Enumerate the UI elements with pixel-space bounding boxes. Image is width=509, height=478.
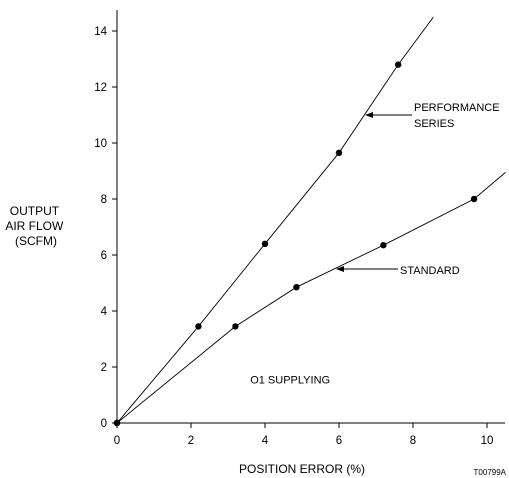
data-point — [470, 195, 478, 203]
y-axis-title-line-1: OUTPUT — [10, 204, 60, 218]
y-tick-label: 8 — [101, 194, 107, 206]
callout-arrow-head — [336, 266, 344, 272]
plot-area: 0 2 4 6 8 10 0 2 4 6 8 10 12 14 PERFORMANCE SERIES STA… — [94, 10, 506, 447]
x-axis-title: POSITION ERROR (%) — [239, 462, 365, 476]
data-point — [395, 61, 402, 68]
data-point — [335, 149, 343, 156]
figure-id: T00799A — [474, 468, 507, 477]
y-axis-title: OUTPUT AIR FLOW (SCFM) — [5, 204, 66, 248]
y-axis-title-line-2: AIR FLOW — [5, 219, 64, 233]
x-tick-label: 8 — [410, 435, 416, 447]
data-point — [261, 240, 269, 247]
y-axis-title-line-3: (SCFM) — [15, 234, 57, 248]
series-line-performance-series — [116, 16, 434, 424]
callout-arrow-head — [365, 112, 373, 118]
data-point — [380, 242, 387, 249]
x-tick-label: 10 — [481, 435, 494, 447]
x-tick-label: 4 — [262, 435, 269, 447]
data-point — [195, 323, 202, 330]
series-label-line: SERIES — [414, 118, 454, 130]
series-line-standard — [116, 172, 506, 424]
x-ticks: 0 2 4 6 8 10 — [114, 423, 494, 447]
x-tick-label: 6 — [336, 435, 342, 447]
y-tick-label: 6 — [101, 250, 107, 262]
data-point — [293, 284, 300, 291]
series-label-performance-series: PERFORMANCE SERIES — [414, 102, 500, 130]
y-tick-label: 4 — [101, 306, 108, 318]
x-tick-label: 2 — [188, 435, 194, 447]
data-point — [232, 323, 239, 330]
y-tick-label: 2 — [101, 362, 107, 374]
annotation-supplying: O1 SUPPLYING — [250, 375, 330, 387]
y-tick-label: 14 — [94, 26, 107, 38]
y-tick-label: 12 — [94, 82, 107, 94]
series-label-line: STANDARD — [400, 265, 460, 277]
y-tick-label: 10 — [94, 138, 107, 150]
y-tick-label: 0 — [101, 418, 107, 430]
x-tick-label: 0 — [114, 435, 120, 447]
y-ticks: 0 2 4 6 8 10 12 14 — [94, 26, 117, 430]
series-labels: PERFORMANCE SERIES STANDARD — [336, 102, 500, 277]
series-label-standard: STANDARD — [400, 265, 460, 277]
data-point — [113, 419, 121, 427]
series-layer — [113, 16, 506, 427]
series-label-line: PERFORMANCE — [414, 102, 500, 114]
